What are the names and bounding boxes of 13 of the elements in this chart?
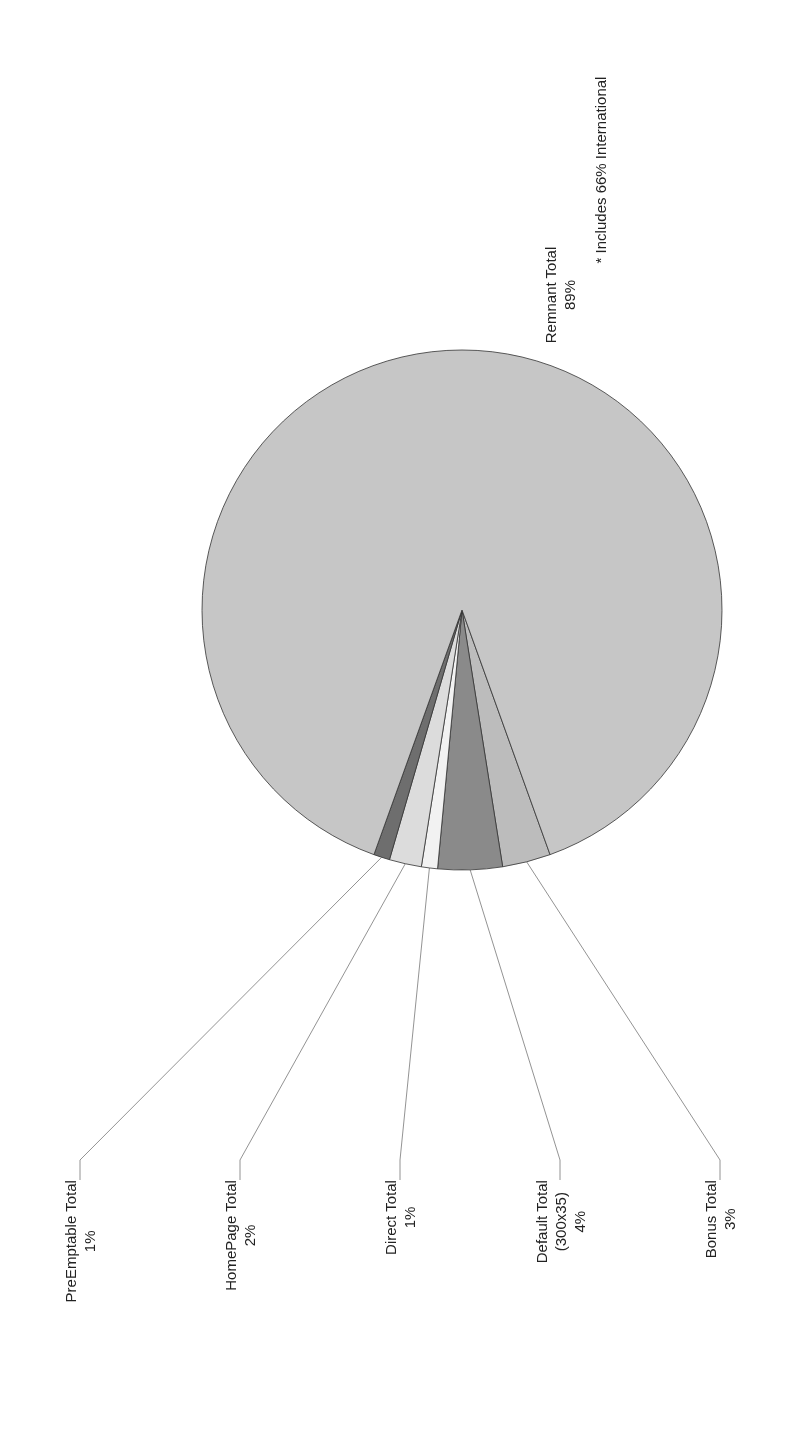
text: * Includes 66% International <box>591 76 609 264</box>
data-label: 1% <box>401 1206 418 1229</box>
slice-label: PreEmptable Total <box>62 1180 79 1303</box>
data-label: 3% <box>721 1208 738 1231</box>
slice-label: Remnant Total <box>542 246 559 344</box>
slice-label: Direct Total <box>382 1180 399 1255</box>
data-label: 1% <box>81 1230 98 1253</box>
data-label: 4% <box>570 1210 588 1233</box>
data-label: 2% <box>241 1224 258 1247</box>
slice-label: Default Total (300x35) <box>532 1180 569 1264</box>
slice-label: HomePage Total <box>222 1180 239 1291</box>
slice-label: Bonus Total <box>702 1180 719 1259</box>
data-label: 89% <box>561 279 578 311</box>
